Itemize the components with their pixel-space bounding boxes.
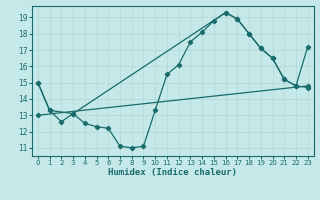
X-axis label: Humidex (Indice chaleur): Humidex (Indice chaleur): [108, 168, 237, 177]
